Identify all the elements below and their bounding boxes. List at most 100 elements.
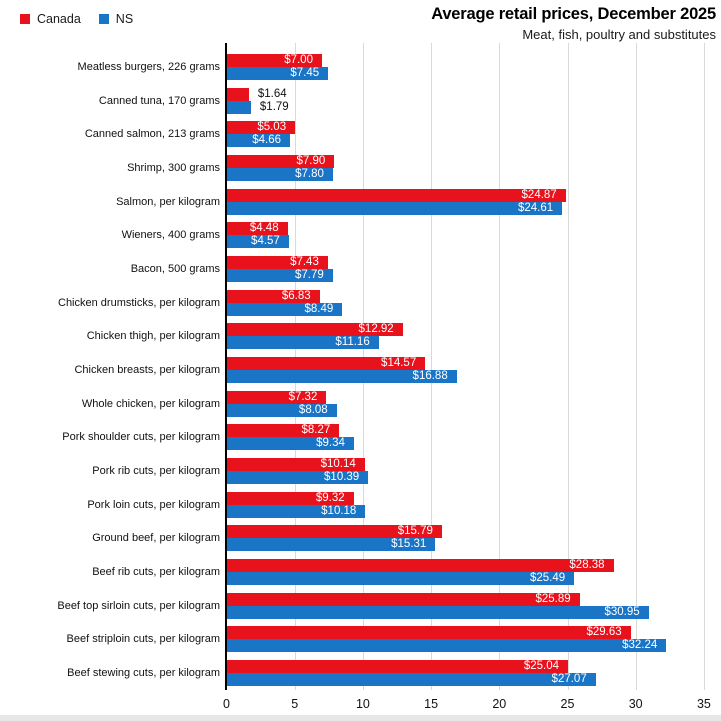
- gridline: [499, 43, 501, 690]
- bar-ns: [226, 168, 333, 181]
- category-label: Chicken drumsticks, per kilogram: [58, 296, 220, 309]
- bar-value-label: $15.31: [391, 538, 427, 551]
- category-label: Bacon, 500 grams: [130, 263, 220, 276]
- legend-item-ns: NS: [98, 12, 133, 26]
- chart-title: Average retail prices, December 2025: [431, 5, 716, 23]
- bar-value-label: $4.66: [252, 134, 282, 147]
- bar-canada: [226, 458, 365, 472]
- bar-value-label: $12.92: [358, 323, 394, 336]
- category-label: Chicken breasts, per kilogram: [74, 364, 220, 377]
- bar-ns: [226, 504, 366, 518]
- x-axis-tick-label: 35: [696, 697, 711, 711]
- legend: Canada NS: [20, 12, 133, 26]
- bar-canada: [226, 323, 403, 337]
- gridline: [567, 43, 569, 690]
- bar-value-label: $10.18: [321, 504, 357, 517]
- bar-ns: [226, 134, 291, 148]
- legend-item-canada: Canada: [20, 12, 81, 26]
- category-label: Pork rib cuts, per kilogram: [92, 465, 220, 478]
- category-label: Beef striploin cuts, per kilogram: [66, 633, 220, 646]
- bar-canada: [226, 155, 335, 168]
- bar-ns: [226, 370, 457, 384]
- x-axis-tick-label: 15: [424, 697, 439, 711]
- category-label: Pork loin cuts, per kilogram: [87, 498, 220, 511]
- y-axis-line: [225, 43, 227, 690]
- bar-ns: [226, 201, 563, 215]
- bar-ns: [226, 572, 575, 586]
- bar-ns: [226, 639, 667, 653]
- bottom-edge-strip: [0, 715, 721, 721]
- bar-canada: [226, 188, 566, 202]
- bar-value-label: $8.08: [298, 403, 328, 416]
- bar-value-label: $10.39: [324, 471, 360, 484]
- bar-ns: [226, 605, 649, 619]
- bar-value-label: $5.03: [257, 121, 287, 134]
- bar-value-label: $9.34: [316, 437, 345, 450]
- bar-canada: [226, 87, 249, 101]
- category-label: Shrimp, 300 grams: [127, 162, 220, 174]
- bar-value-label: $6.83: [281, 289, 311, 302]
- bar-value-label: $7.43: [290, 256, 319, 269]
- bar-ns: [226, 336, 379, 350]
- bar-canada: [226, 660, 569, 674]
- bar-ns: [226, 673, 596, 687]
- bar-canada: [226, 289, 320, 303]
- bar-ns: [226, 403, 337, 417]
- gridline: [703, 43, 705, 690]
- bar-value-label: $27.07: [551, 673, 587, 686]
- category-label: Beef rib cuts, per kilogram: [92, 566, 220, 579]
- category-label: Whole chicken, per kilogram: [81, 397, 220, 410]
- bar-ns: [226, 437, 354, 451]
- bar-value-label: $10.14: [320, 458, 356, 471]
- bar-canada: [226, 626, 631, 640]
- category-label: Canned salmon, 213 grams: [84, 128, 220, 141]
- gridline: [431, 43, 433, 690]
- bar-value-label: $32.24: [622, 639, 658, 652]
- bar-value-label: $24.87: [521, 188, 557, 201]
- legend-swatch-icon: [20, 14, 30, 24]
- bar-value-label: $7.80: [295, 168, 324, 180]
- bar-value-label: $24.61: [517, 201, 554, 214]
- title-block: Average retail prices, December 2025 Mea…: [431, 5, 716, 42]
- bar-value-label: $9.32: [315, 491, 345, 504]
- bar-value-label: $4.57: [251, 235, 280, 248]
- bar-canada: [226, 390, 327, 404]
- bar-canada: [226, 559, 614, 573]
- bar-ns: [226, 269, 333, 283]
- category-label: Salmon, per kilogram: [116, 195, 220, 208]
- bar-canada: [226, 424, 340, 438]
- legend-swatch-icon: [98, 14, 109, 24]
- category-label: Meatless burgers, 226 grams: [77, 61, 220, 73]
- bar-value-label: $7.79: [294, 269, 324, 282]
- gridline: [635, 43, 637, 690]
- bar-value-label: $8.49: [304, 302, 334, 315]
- bar-canada: [226, 357, 426, 371]
- x-axis-tick-label: 0: [223, 697, 230, 711]
- bar-value-label: $7.90: [296, 155, 326, 167]
- bar-value-label: $4.48: [249, 222, 279, 235]
- bar-canada: [226, 54, 322, 67]
- bar-canada: [226, 491, 354, 505]
- bar-canada: [226, 256, 328, 270]
- bar-value-label: $14.57: [381, 357, 417, 370]
- category-label: Ground beef, per kilogram: [92, 532, 220, 545]
- bar-value-label: $29.63: [586, 626, 622, 639]
- bar-ns: [226, 471, 369, 485]
- bar-ns: [226, 100, 251, 114]
- bar-ns: [226, 235, 289, 249]
- bar-ns: [226, 67, 329, 80]
- x-axis-tick-label: 5: [291, 697, 299, 711]
- bar-value-label: $7.00: [284, 54, 313, 66]
- legend-label: Canada: [37, 12, 81, 26]
- bar-value-label: $1.79: [259, 100, 289, 113]
- bar-value-label: $15.79: [397, 525, 433, 538]
- bar-value-label: $28.38: [569, 559, 605, 572]
- bar-canada: [226, 222, 288, 236]
- bar-canada: [226, 592, 580, 606]
- category-label: Pork shoulder cuts, per kilogram: [62, 431, 220, 444]
- category-label: Chicken thigh, per kilogram: [86, 330, 220, 343]
- bar-value-label: $7.32: [288, 390, 318, 403]
- category-label: Beef stewing cuts, per kilogram: [67, 667, 220, 680]
- bar-value-label: $8.27: [301, 424, 331, 437]
